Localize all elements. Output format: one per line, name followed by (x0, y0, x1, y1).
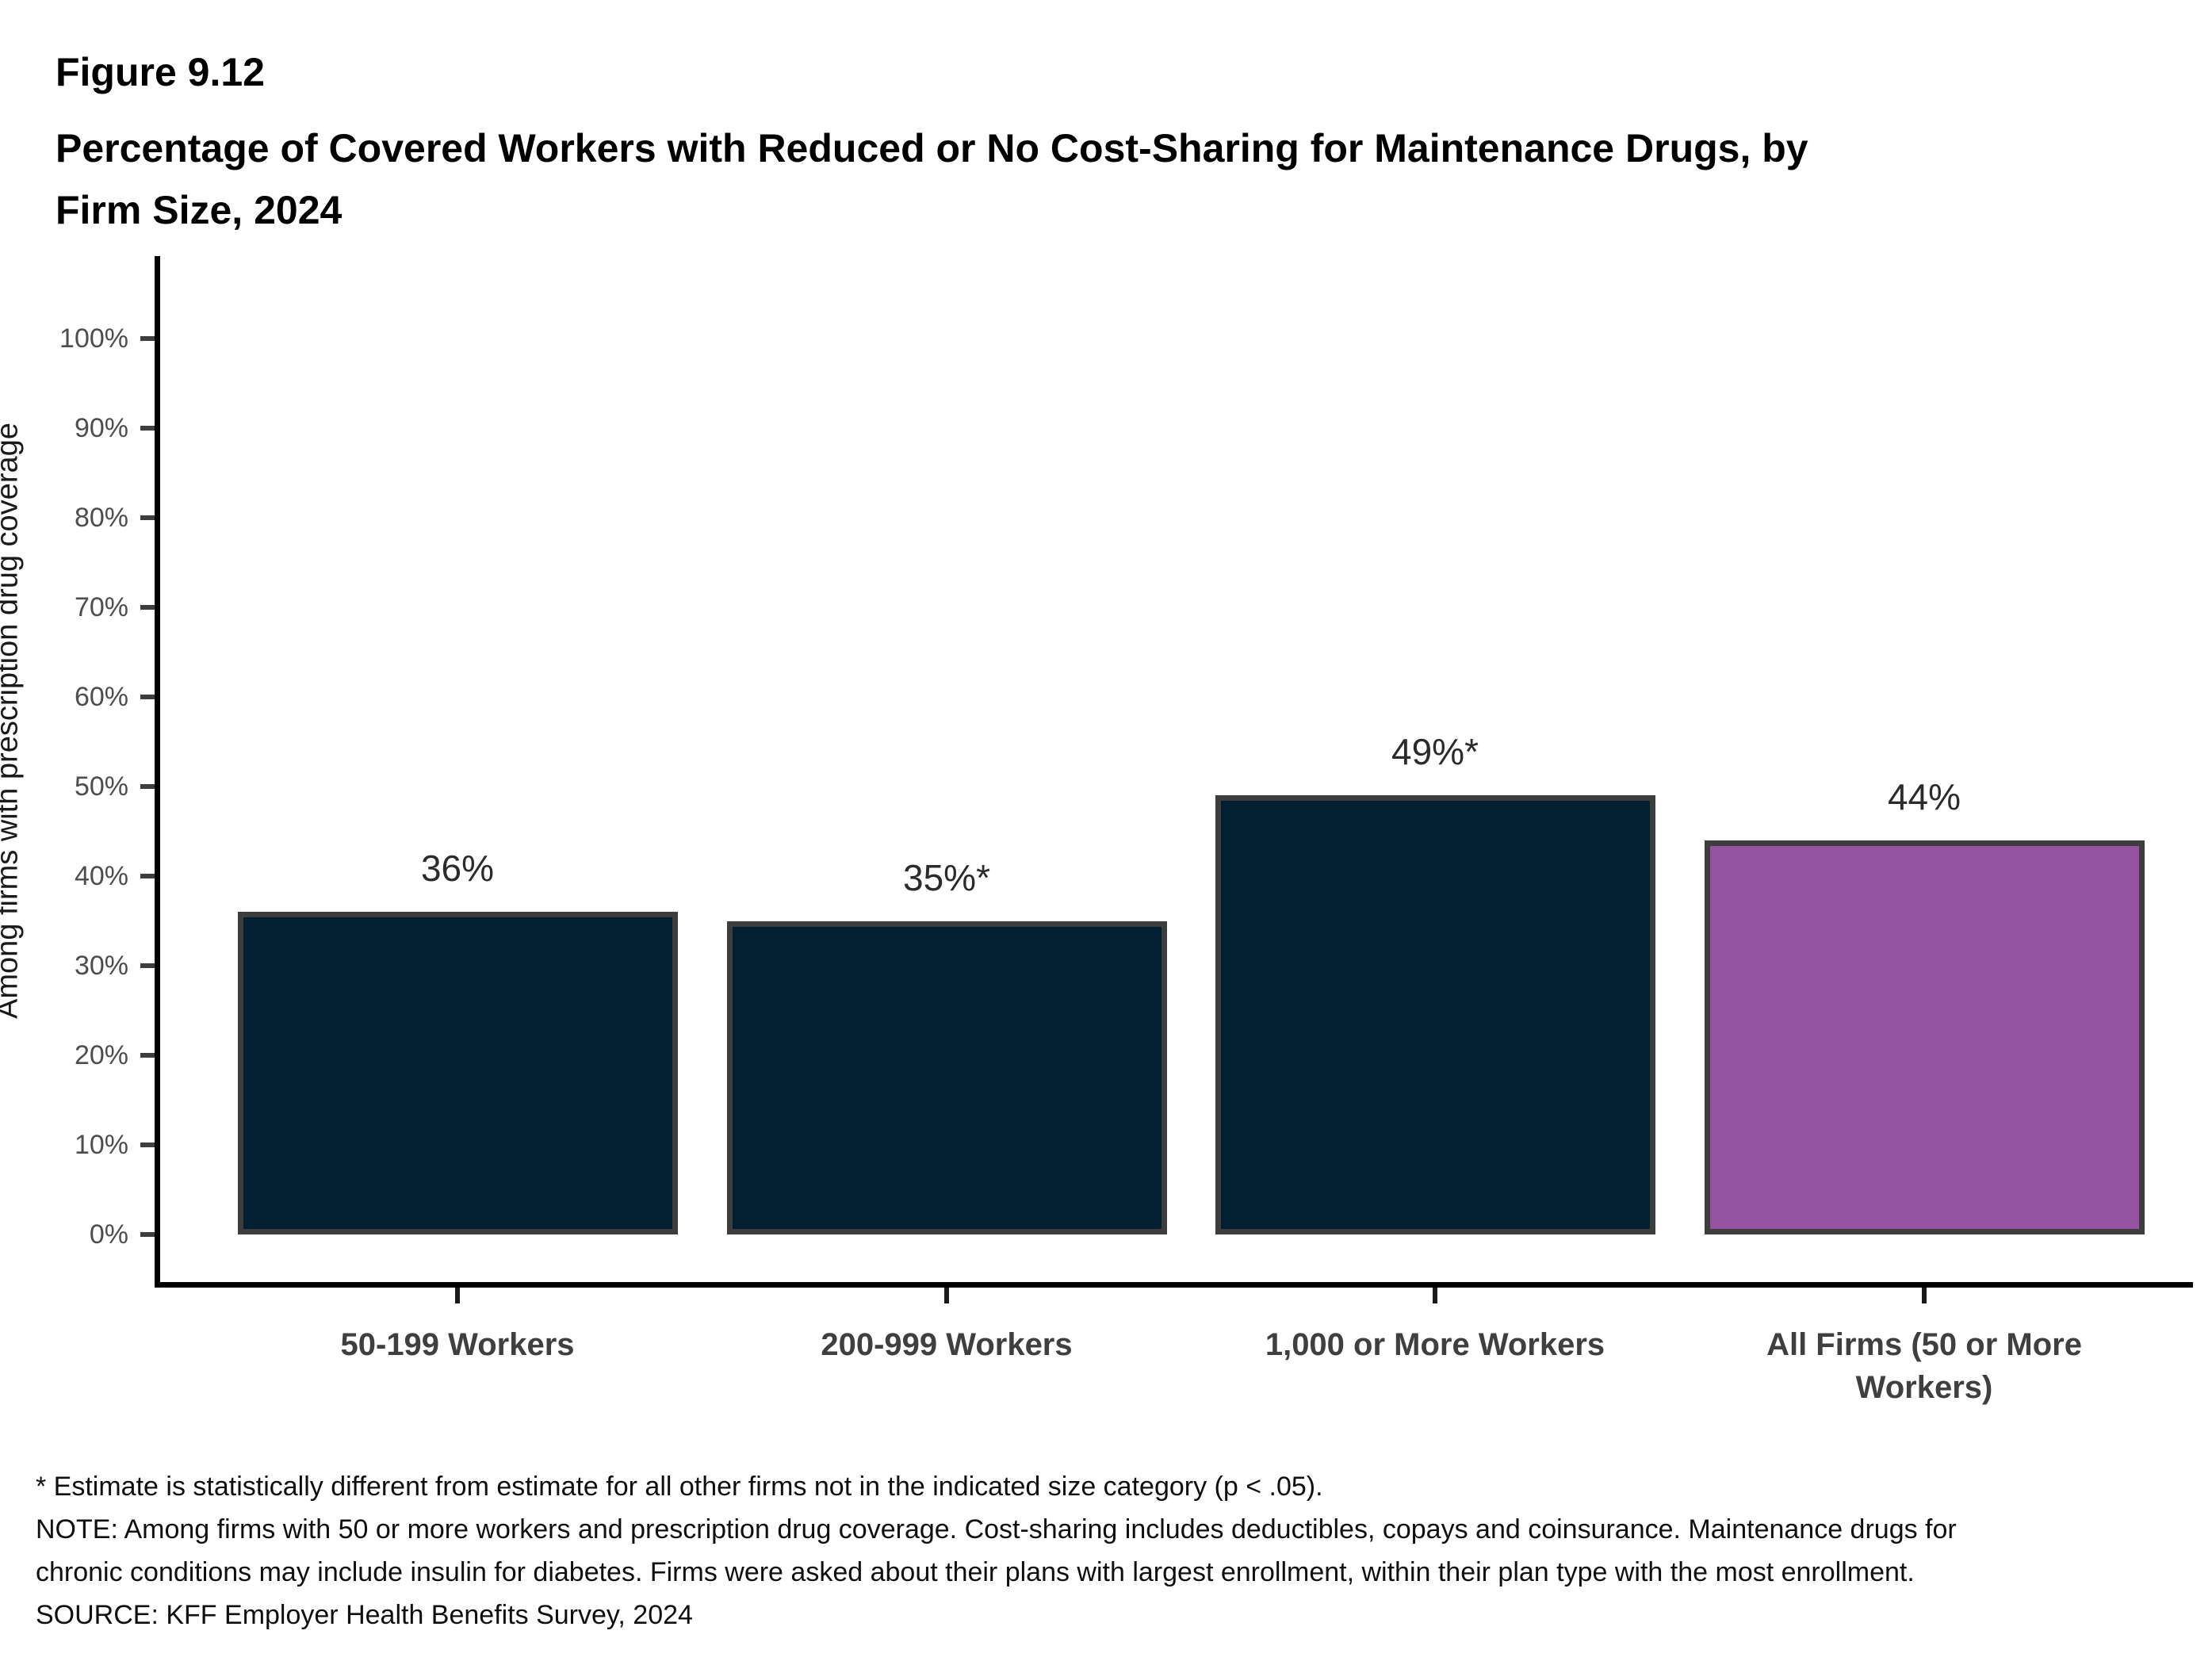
chart-title-line-2: Firm Size, 2024 (55, 188, 343, 232)
y-axis-title: Among firms with prescription drug cover… (0, 423, 25, 1019)
y-axis-tick (140, 874, 155, 878)
y-axis-tick (140, 336, 155, 341)
x-category-label: 50-199 Workers (340, 1327, 575, 1362)
significance-note: * Estimate is statistically different fr… (36, 1472, 1323, 1502)
x-category-label: All Firms (50 or More Workers) (1766, 1327, 2082, 1405)
y-axis-tick (140, 1053, 155, 1058)
y-axis-tick (140, 1232, 155, 1237)
y-axis-tick (140, 605, 155, 610)
footnotes: * Estimate is statistically different fr… (36, 1465, 2002, 1636)
methodology-note: NOTE: Among firms with 50 or more worker… (36, 1514, 1957, 1587)
source-note: SOURCE: KFF Employer Health Benefits Sur… (36, 1600, 693, 1630)
x-axis-tick (455, 1288, 460, 1303)
plot-area: 0% 10% 20% 30% 40% 50% 60% 70% 80% 90% 100% 36% 50-1… (59, 256, 2193, 1405)
x-axis-tick (1922, 1288, 1927, 1303)
y-axis-tick (140, 1143, 155, 1147)
bar-value-label: 35%* (903, 856, 990, 898)
x-axis-tick (944, 1288, 949, 1303)
chart-area: Among firms with prescription drug cover… (0, 254, 2212, 1491)
y-axis-tick (140, 426, 155, 431)
figure-number: Figure 9.12 (55, 50, 265, 94)
y-axis-tick (140, 695, 155, 699)
bar-2 (726, 921, 1167, 1234)
chart-title: Percentage of Covered Workers with Reduc… (55, 117, 1808, 241)
bar-3 (1215, 795, 1655, 1234)
x-category-label: 1,000 or More Workers (1265, 1327, 1605, 1362)
y-axis-tick (140, 963, 155, 968)
bar-4 (1704, 840, 2145, 1234)
y-axis-tick (140, 784, 155, 789)
x-category-label: 200-999 Workers (821, 1327, 1073, 1362)
bar-value-label: 36% (420, 848, 495, 890)
bar-value-label: 49%* (1391, 731, 1479, 773)
chart-title-line-1: Percentage of Covered Workers with Reduc… (55, 126, 1808, 170)
y-axis-tick (140, 515, 155, 520)
x-axis-tick (1433, 1288, 1437, 1303)
bar-1 (237, 912, 678, 1234)
bar-value-label: 44% (1887, 775, 1961, 817)
